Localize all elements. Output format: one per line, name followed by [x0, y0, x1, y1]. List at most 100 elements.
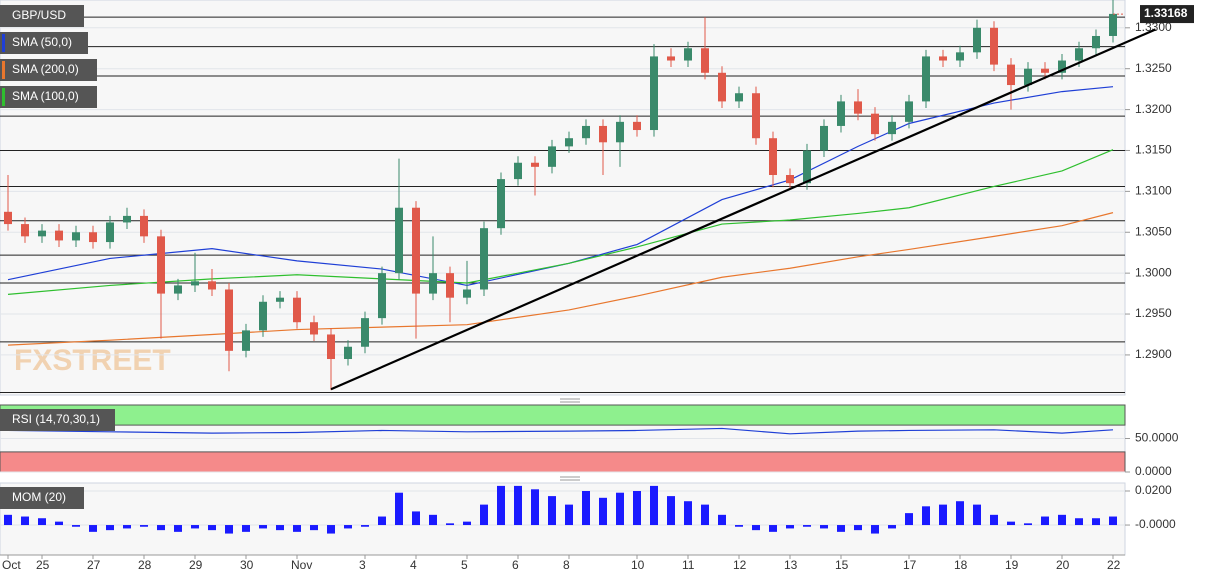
candle-body [191, 281, 199, 286]
legend-box [0, 409, 115, 431]
y-tick-label: 0.0200 [1135, 483, 1172, 497]
candle-body [293, 297, 301, 323]
mom-bar [242, 525, 250, 532]
candle-body [514, 162, 522, 180]
mom-bar [208, 525, 216, 531]
x-tick-label: 13 [784, 558, 798, 572]
mom-bar [276, 525, 284, 531]
mom-bar [412, 511, 420, 526]
candle-body [174, 285, 182, 294]
mom-bar [786, 525, 794, 529]
candle-body [378, 273, 386, 319]
candle-body [480, 228, 488, 290]
legend-box [0, 5, 84, 27]
candle-body [412, 207, 420, 294]
mom-bar [327, 525, 335, 534]
mom-bar [905, 513, 913, 526]
mom-bar [259, 525, 267, 529]
candle-body [123, 215, 131, 223]
last-price-box [1140, 5, 1194, 24]
last-price-label: 1.33168 [1144, 6, 1188, 20]
panel-handle [560, 398, 580, 481]
mom-bar [735, 525, 743, 527]
mom-bar [548, 496, 556, 526]
mom-bar [599, 497, 607, 526]
candle-body [89, 232, 97, 243]
candle-body [633, 121, 641, 131]
mom-bar [837, 525, 845, 532]
candle-body [1075, 48, 1083, 61]
candle-body [599, 125, 607, 143]
mom-bar [293, 525, 301, 532]
mom-bar [174, 525, 182, 532]
x-tick-label: Oct [2, 558, 21, 572]
mom-panel [0, 482, 1126, 556]
x-tick-label: 20 [1056, 558, 1070, 572]
sma-line [7, 149, 1114, 296]
x-tick-label: 17 [903, 558, 917, 572]
candle-body [973, 27, 981, 53]
mom-bar [497, 485, 505, 526]
candle-body [803, 150, 811, 184]
mom-bar [21, 516, 29, 526]
mom-bar [310, 525, 318, 531]
mom-bar [582, 491, 590, 526]
mom-bar [701, 504, 709, 526]
mom-bar [820, 525, 828, 529]
mom-bar [922, 506, 930, 526]
x-tick-label: 10 [631, 558, 645, 572]
mom-bar [1058, 514, 1066, 526]
y-tick-label: -0.0000 [1135, 517, 1176, 531]
mom-bar [752, 525, 760, 531]
mom-bar [395, 492, 403, 526]
x-tick-label: 15 [835, 558, 849, 572]
candle-body [429, 273, 437, 294]
candle-body [769, 138, 777, 176]
mom-bar [1024, 523, 1032, 526]
mom-bar [344, 525, 352, 529]
mom-bar [769, 525, 777, 532]
mom-bar [514, 485, 522, 526]
candle-body [4, 211, 12, 225]
candle-body [72, 232, 80, 241]
candle-body [820, 125, 828, 151]
x-tick-label: 30 [240, 558, 254, 572]
mom-bar [684, 501, 692, 526]
mom-bar [225, 525, 233, 534]
x-tick-label: 5 [461, 558, 468, 572]
y-tick-label: 1.3150 [1135, 143, 1172, 157]
legend-label: GBP/USD [12, 8, 66, 22]
mom-bar [55, 521, 63, 526]
candle-body [701, 48, 709, 73]
main-panel [0, 0, 1126, 396]
mom-bar [480, 504, 488, 526]
candle-body [55, 230, 63, 241]
candle-body [1024, 68, 1032, 86]
candle-body [905, 101, 913, 122]
candle-body [327, 334, 335, 360]
legend-label: RSI (14,70,30,1) [12, 412, 100, 426]
mom-bar [140, 525, 148, 527]
mom-bar [446, 523, 454, 526]
y-tick-label: 1.3200 [1135, 102, 1172, 116]
legend-box [0, 32, 88, 54]
mom-bar [361, 525, 369, 527]
candle-body [310, 322, 318, 335]
mom-bar [463, 521, 471, 526]
y-tick-label: 50.0000 [1135, 431, 1179, 445]
mom-bar [888, 525, 896, 529]
mom-bar [939, 504, 947, 526]
trend-line [330, 28, 1156, 391]
x-tick-label: 25 [36, 558, 50, 572]
legend-label: MOM (20) [12, 490, 66, 504]
candle-body [361, 318, 369, 347]
candle-body [1092, 35, 1100, 49]
x-tick-label: 22 [1107, 558, 1121, 572]
candle-body [922, 56, 930, 102]
mom-bar [38, 518, 46, 526]
candle-body [1109, 13, 1117, 36]
candle-body [939, 56, 947, 61]
mom-bar [1109, 516, 1117, 526]
candle-body [225, 289, 233, 351]
rsi-line [7, 427, 1114, 435]
